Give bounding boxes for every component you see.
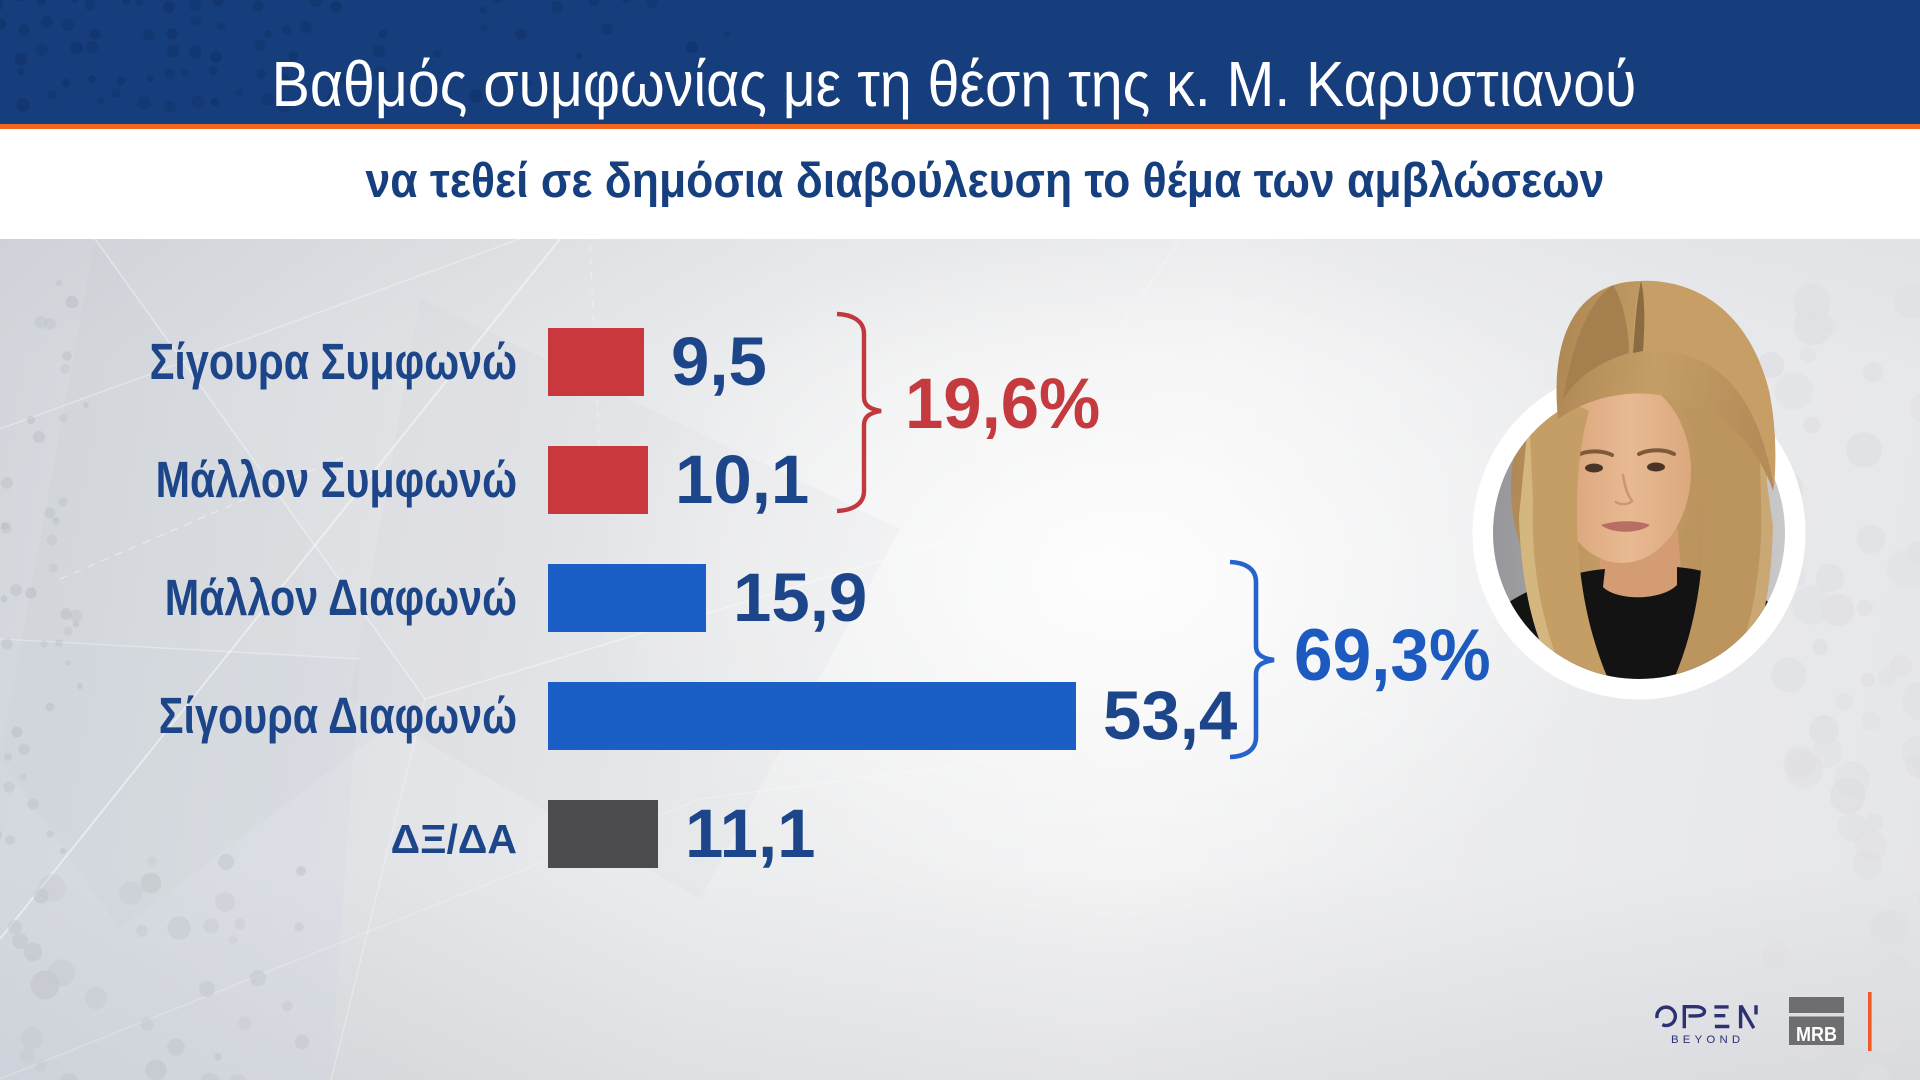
svg-text:MRB: MRB bbox=[1796, 1023, 1837, 1046]
svg-text:BEYOND: BEYOND bbox=[1671, 1034, 1744, 1046]
